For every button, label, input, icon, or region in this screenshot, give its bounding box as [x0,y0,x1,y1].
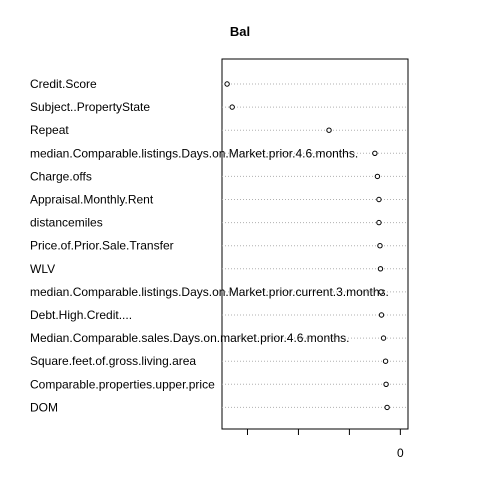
data-point [384,404,390,411]
data-point [382,358,389,364]
data-point [377,266,384,272]
category-label: Debt.High.Credit.... [30,308,132,322]
category-label: Subject..PropertyState [30,100,150,114]
data-point [378,312,385,318]
chart-title: Bal [230,24,250,39]
category-label: Median.Comparable.sales.Days.on.market.p… [30,331,349,345]
data-point [376,196,382,203]
category-label: Price.of.Prior.Sale.Transfer [30,239,174,253]
category-label: Credit.Score [30,77,97,91]
category-label: Repeat [30,123,69,137]
x-tick-label: 0 [397,446,404,460]
category-label: DOM [30,400,58,414]
category-label: median.Comparable.listings.Days.on.Marke… [30,285,389,299]
category-label: Comparable.properties.upper.price [30,377,215,391]
data-point [224,81,230,87]
data-point [229,104,235,110]
category-label: Appraisal.Monthly.Rent [30,193,154,207]
data-point [380,335,387,341]
data-point [378,289,384,295]
category-label: median.Comparable.listings.Days.on.Marke… [30,146,358,160]
category-label: distancemiles [30,216,103,230]
data-point [376,219,382,226]
data-point [372,150,378,157]
data-point [326,127,332,133]
category-label: Square.feet.of.gross.living.area [30,354,196,368]
plot-area: Credit.Score Subject..PropertyState Repeat… [30,58,409,460]
data-point [374,173,381,180]
data-point [383,381,389,387]
data-point [377,243,383,249]
category-label: WLV [30,262,55,276]
plot-frame [221,58,409,430]
category-label: Charge.offs [30,169,92,183]
